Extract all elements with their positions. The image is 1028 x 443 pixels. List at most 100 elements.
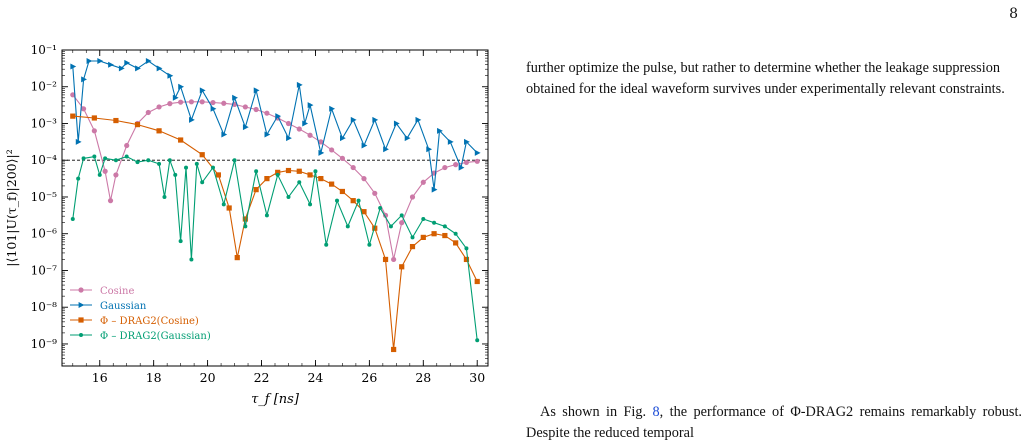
y-tick-label: 10⁻⁹ xyxy=(31,337,58,351)
paragraph-top: further optimize the pulse, but rather t… xyxy=(526,60,1005,97)
data-point xyxy=(420,179,426,185)
y-tick-label: 10⁻³ xyxy=(31,116,58,130)
legend: Cosine Gaussian Φ – DRAG2(Cosine) Φ – DRAG2… xyxy=(70,286,211,342)
data-point xyxy=(463,159,470,166)
data-point xyxy=(378,206,383,210)
data-point xyxy=(464,246,469,251)
data-point xyxy=(307,102,314,109)
y-tick-label: 10⁻⁶ xyxy=(31,227,58,241)
data-point xyxy=(404,135,411,142)
data-point xyxy=(367,242,372,247)
data-point xyxy=(124,142,130,149)
data-point xyxy=(221,100,227,106)
data-point xyxy=(345,224,350,229)
data-point xyxy=(356,198,361,203)
data-point xyxy=(178,83,185,90)
data-point xyxy=(242,104,248,110)
data-point xyxy=(399,220,405,226)
data-point xyxy=(458,164,465,171)
y-axis-label: |⟨101|U(τ_f)|200⟩|² xyxy=(4,149,19,266)
data-point xyxy=(134,121,141,128)
data-point xyxy=(329,181,335,187)
data-point xyxy=(420,234,426,240)
x-tick-label: 22 xyxy=(254,370,270,385)
data-point xyxy=(372,190,378,196)
data-point xyxy=(173,172,178,177)
y-tick-label: 10⁻¹ xyxy=(31,43,57,57)
series-drag-gaussian xyxy=(72,155,478,341)
data-point xyxy=(409,243,416,250)
data-point xyxy=(415,116,422,123)
data-point xyxy=(254,169,259,174)
legend-label: Φ – DRAG2(Cosine) xyxy=(100,316,199,327)
data-point xyxy=(91,128,97,134)
data-point xyxy=(178,137,184,143)
data-point xyxy=(296,81,303,88)
data-point xyxy=(399,213,404,218)
x-tick-label: 26 xyxy=(361,370,377,385)
data-point xyxy=(464,138,470,145)
series-line xyxy=(72,115,478,350)
data-point xyxy=(302,120,309,127)
data-point xyxy=(313,169,318,174)
data-point xyxy=(145,109,151,116)
data-point xyxy=(318,139,324,145)
data-point xyxy=(393,120,400,127)
data-point xyxy=(113,172,119,178)
data-point xyxy=(162,194,167,199)
figure-reference-link[interactable]: 8 xyxy=(652,404,660,420)
data-point xyxy=(286,194,291,199)
data-point xyxy=(388,224,393,229)
data-point xyxy=(243,224,248,229)
paragraph-bottom: As shown in Fig. 8, the performance of Φ… xyxy=(526,402,1022,443)
paragraph-bottom-before: As shown in Fig. xyxy=(540,404,653,420)
data-point xyxy=(124,154,129,159)
data-point xyxy=(194,161,199,166)
data-point xyxy=(361,142,368,149)
data-point xyxy=(324,242,329,247)
data-point xyxy=(350,198,356,204)
data-point xyxy=(172,94,179,101)
x-tick-label: 24 xyxy=(307,370,323,385)
data-point xyxy=(296,168,302,174)
data-point xyxy=(232,94,238,101)
legend-label: Gaussian xyxy=(100,301,147,312)
data-point xyxy=(156,128,162,134)
data-point xyxy=(221,131,228,138)
x-tick-label: 16 xyxy=(92,370,108,385)
legend-marker xyxy=(78,317,84,323)
data-point xyxy=(307,172,313,178)
data-point xyxy=(210,99,216,106)
data-point xyxy=(339,188,346,195)
data-point xyxy=(463,256,470,263)
data-point xyxy=(296,126,302,132)
data-point xyxy=(102,168,108,174)
data-point xyxy=(80,106,87,112)
legend-marker xyxy=(78,287,84,293)
data-point xyxy=(442,224,447,229)
data-point xyxy=(447,138,454,145)
x-tick-label: 30 xyxy=(469,370,485,385)
data-point xyxy=(145,58,152,65)
data-point xyxy=(113,117,119,124)
data-point xyxy=(118,65,125,72)
data-point xyxy=(70,217,75,222)
legend-label: Cosine xyxy=(100,286,134,297)
data-point xyxy=(200,180,205,185)
data-point xyxy=(189,257,194,262)
data-point xyxy=(453,162,459,168)
data-point xyxy=(97,58,104,65)
data-point xyxy=(264,110,270,116)
data-point xyxy=(167,101,173,107)
data-point xyxy=(361,209,367,215)
data-point xyxy=(285,167,292,174)
data-point xyxy=(253,87,260,94)
data-point xyxy=(76,176,81,181)
data-point xyxy=(124,59,131,66)
data-point xyxy=(474,158,480,164)
series-line xyxy=(72,94,478,260)
data-point xyxy=(234,255,240,261)
data-point xyxy=(242,124,249,131)
data-point xyxy=(431,186,438,193)
data-point xyxy=(318,149,325,156)
